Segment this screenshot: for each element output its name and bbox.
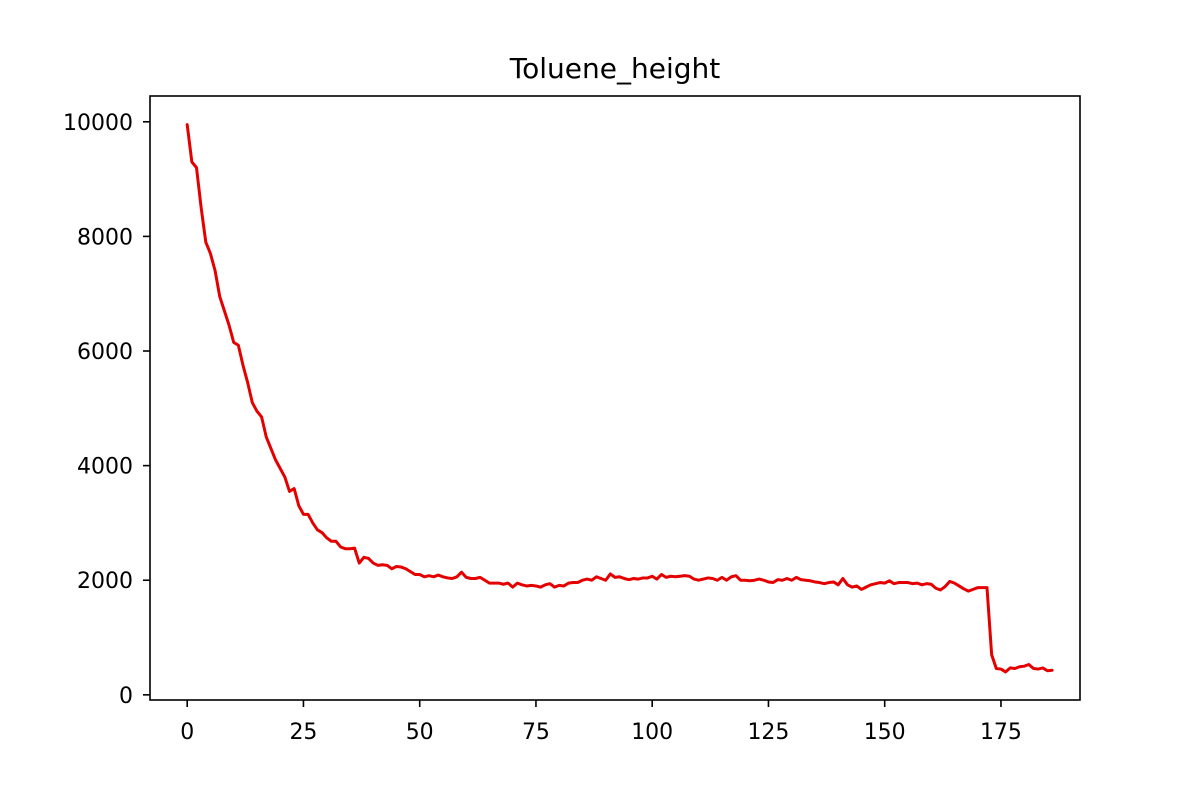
x-tick-label: 75	[522, 720, 550, 745]
x-tick-label: 0	[180, 720, 194, 745]
y-tick-label: 4000	[77, 455, 133, 480]
y-tick-label: 2000	[77, 569, 133, 594]
x-tick-label: 150	[864, 720, 906, 745]
y-tick-label: 8000	[77, 225, 133, 250]
y-axis: 0 2000 4000 6000 8000 10000	[63, 111, 150, 709]
x-tick-label: 100	[631, 720, 673, 745]
x-tick-label: 125	[747, 720, 789, 745]
x-tick-label: 25	[289, 720, 317, 745]
series-line	[185, 123, 1054, 674]
chart-title: Toluene_height	[509, 52, 720, 85]
y-tick-label: 0	[119, 684, 133, 709]
x-tick-label: 175	[980, 720, 1022, 745]
y-tick-label: 6000	[77, 340, 133, 365]
plot-frame	[149, 95, 1081, 701]
x-tick-label: 50	[406, 720, 434, 745]
x-axis: 0 25 50 75 100 125 150 175	[180, 700, 1022, 745]
y-tick-label: 10000	[63, 111, 133, 136]
